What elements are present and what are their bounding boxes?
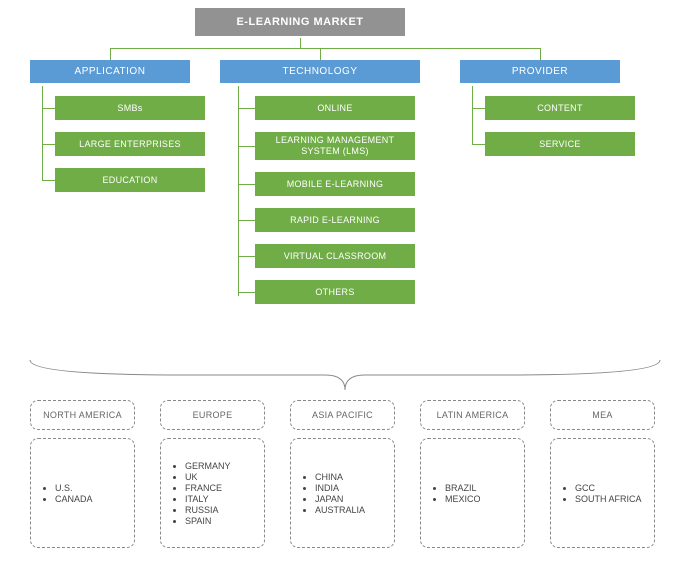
- leaf-large-enterprises: LARGE ENTERPRISES: [55, 132, 205, 156]
- connector: [238, 220, 255, 221]
- country-item: AUSTRALIA: [315, 505, 384, 515]
- country-item: FRANCE: [185, 483, 254, 493]
- country-item: SPAIN: [185, 516, 254, 526]
- leaf-label: SERVICE: [539, 139, 580, 150]
- region-asia-pacific: ASIA PACIFIC: [290, 400, 395, 430]
- connector: [238, 184, 255, 185]
- country-item: INDIA: [315, 483, 384, 493]
- region-body-europe: GERMANY UK FRANCE ITALY RUSSIA SPAIN: [160, 438, 265, 548]
- region-label: MEA: [592, 410, 612, 420]
- country-item: JAPAN: [315, 494, 384, 504]
- leaf-smbs: SMBs: [55, 96, 205, 120]
- connector: [472, 108, 485, 109]
- country-item: ITALY: [185, 494, 254, 504]
- country-item: RUSSIA: [185, 505, 254, 515]
- connector: [238, 292, 255, 293]
- country-item: SOUTH AFRICA: [575, 494, 644, 504]
- country-list: BRAZIL MEXICO: [445, 482, 514, 505]
- leaf-label: ONLINE: [317, 103, 352, 114]
- leaf-lms: LEARNING MANAGEMENT SYSTEM (LMS): [255, 132, 415, 160]
- connector: [42, 86, 43, 180]
- region-body-asia-pacific: CHINA INDIA JAPAN AUSTRALIA: [290, 438, 395, 548]
- country-item: GERMANY: [185, 461, 254, 471]
- connector: [110, 48, 540, 49]
- leaf-label: SMBs: [117, 103, 142, 114]
- leaf-service: SERVICE: [485, 132, 635, 156]
- country-item: CHINA: [315, 472, 384, 482]
- category-provider: PROVIDER: [460, 60, 620, 83]
- leaf-label: VIRTUAL CLASSROOM: [284, 251, 387, 262]
- leaf-mobile: MOBILE E-LEARNING: [255, 172, 415, 196]
- country-list: CHINA INDIA JAPAN AUSTRALIA: [315, 471, 384, 516]
- leaf-rapid: RAPID E-LEARNING: [255, 208, 415, 232]
- leaf-online: ONLINE: [255, 96, 415, 120]
- connector: [300, 38, 301, 48]
- category-technology: TECHNOLOGY: [220, 60, 420, 83]
- leaf-label: LARGE ENTERPRISES: [79, 139, 181, 150]
- root-label: E-LEARNING MARKET: [236, 16, 363, 28]
- leaf-content: CONTENT: [485, 96, 635, 120]
- connector: [42, 180, 55, 181]
- root-node: E-LEARNING MARKET: [195, 8, 405, 36]
- country-list: U.S. CANADA: [55, 482, 124, 505]
- country-item: UK: [185, 472, 254, 482]
- connector: [238, 256, 255, 257]
- region-label: ASIA PACIFIC: [312, 410, 373, 420]
- leaf-label: RAPID E-LEARNING: [290, 215, 380, 226]
- leaf-others: OTHERS: [255, 280, 415, 304]
- leaf-label: OTHERS: [315, 287, 354, 298]
- leaf-label: EDUCATION: [102, 175, 157, 186]
- country-list: GERMANY UK FRANCE ITALY RUSSIA SPAIN: [185, 460, 254, 527]
- connector: [540, 48, 541, 60]
- region-body-north-america: U.S. CANADA: [30, 438, 135, 548]
- leaf-label: CONTENT: [537, 103, 583, 114]
- region-latin-america: LATIN AMERICA: [420, 400, 525, 430]
- category-label: PROVIDER: [512, 66, 568, 77]
- leaf-education: EDUCATION: [55, 168, 205, 192]
- connector: [320, 48, 321, 60]
- country-item: MEXICO: [445, 494, 514, 504]
- connector: [238, 108, 255, 109]
- region-body-mea: GCC SOUTH AFRICA: [550, 438, 655, 548]
- region-label: LATIN AMERICA: [437, 410, 509, 420]
- region-mea: MEA: [550, 400, 655, 430]
- connector: [238, 86, 239, 296]
- country-item: BRAZIL: [445, 483, 514, 493]
- category-application: APPLICATION: [30, 60, 190, 83]
- region-north-america: NORTH AMERICA: [30, 400, 135, 430]
- country-item: U.S.: [55, 483, 124, 493]
- country-list: GCC SOUTH AFRICA: [575, 482, 644, 505]
- region-label: NORTH AMERICA: [43, 410, 122, 420]
- region-europe: EUROPE: [160, 400, 265, 430]
- country-item: CANADA: [55, 494, 124, 504]
- leaf-virtual: VIRTUAL CLASSROOM: [255, 244, 415, 268]
- connector: [472, 144, 485, 145]
- leaf-label: LEARNING MANAGEMENT SYSTEM (LMS): [259, 135, 411, 157]
- category-label: TECHNOLOGY: [282, 66, 357, 77]
- connector: [472, 86, 473, 144]
- region-label: EUROPE: [193, 410, 233, 420]
- category-label: APPLICATION: [75, 66, 146, 77]
- brace-icon: [25, 355, 665, 395]
- connector: [42, 108, 55, 109]
- region-body-latin-america: BRAZIL MEXICO: [420, 438, 525, 548]
- connector: [110, 48, 111, 60]
- country-item: GCC: [575, 483, 644, 493]
- connector: [238, 146, 255, 147]
- connector: [42, 144, 55, 145]
- leaf-label: MOBILE E-LEARNING: [287, 179, 384, 190]
